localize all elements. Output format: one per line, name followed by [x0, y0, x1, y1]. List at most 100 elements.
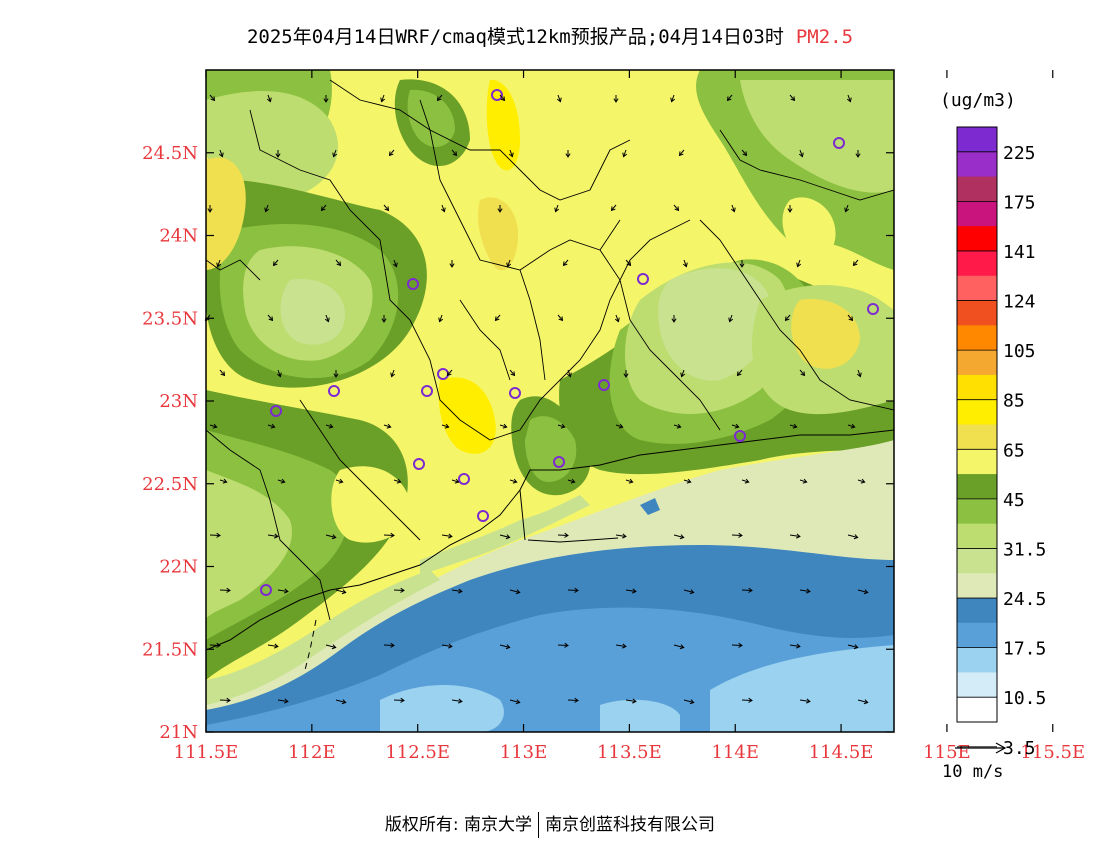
wind-arrow [673, 534, 685, 540]
wind-arrow [451, 478, 460, 484]
wind-arrow [796, 259, 802, 268]
wind-arrow [615, 643, 627, 649]
lon-label: 112.5E [385, 742, 450, 763]
wind-arrow [557, 642, 569, 648]
lat-label: 23.5N [142, 308, 198, 329]
wind-arrow [383, 642, 395, 648]
coastline [206, 429, 894, 651]
station-marker [260, 584, 272, 596]
colorbar-swatch [957, 424, 997, 450]
station-marker [509, 387, 521, 399]
wind-arrow [726, 94, 733, 102]
wind-arrow [267, 643, 279, 649]
wind-arrow [323, 95, 329, 103]
wind-arrow [852, 259, 859, 267]
wind-arrow [847, 534, 859, 540]
wind-arrow [219, 697, 231, 703]
wind-arrow [678, 149, 685, 157]
wind-arrow [383, 532, 395, 538]
colorbar-swatch [957, 672, 997, 698]
wind-arrow [736, 369, 743, 377]
wind-arrow [847, 644, 859, 650]
wind-arrow [393, 697, 405, 703]
wind-arrow [209, 642, 221, 648]
wind-arrow [335, 699, 347, 705]
footer-separator [538, 812, 540, 838]
lat-label: 24.5N [142, 143, 198, 164]
colorbar-swatch [957, 573, 997, 599]
lat-label: 21N [159, 722, 198, 743]
station-marker [491, 89, 503, 101]
colorbar-swatch [957, 250, 997, 277]
wind-arrow [625, 588, 637, 594]
wind-arrow [567, 587, 579, 593]
wind-arrow [497, 205, 503, 213]
wind-arrow [683, 478, 692, 484]
wind-arrow [207, 205, 213, 213]
wind-arrow [799, 698, 811, 704]
colorbar-label: 85 [1003, 391, 1025, 412]
wind-arrow [499, 94, 506, 102]
wind-arrow [741, 149, 748, 157]
wind-arrow [275, 150, 281, 158]
wind-arrow [799, 588, 811, 594]
wind-arrow [335, 478, 344, 484]
wind-arrow [739, 260, 745, 268]
wind-arrow [855, 150, 861, 158]
lat-label: 22N [159, 557, 198, 578]
wind-arrow [441, 643, 453, 649]
wind-arrow [449, 260, 455, 268]
wind-arrow [451, 698, 463, 704]
wind-arrow [682, 259, 688, 268]
colorbar-swatch [957, 226, 997, 252]
wind-arrow [325, 534, 337, 540]
colorbar-label: 175 [1003, 192, 1036, 213]
wind-arrow [267, 533, 279, 539]
station-marker [407, 278, 419, 290]
colorbar-swatch [957, 622, 997, 649]
colorbar-label: 31.5 [1003, 539, 1046, 560]
wind-arrow [731, 642, 743, 648]
wind-arrow [380, 94, 386, 103]
wind-arrow [856, 369, 862, 378]
wind-arrow [446, 369, 453, 377]
colorbar-swatch [957, 350, 997, 376]
lon-label: 115.5E [1020, 742, 1085, 763]
wind-arrow [219, 369, 226, 377]
wind-arrow [383, 423, 392, 429]
wind-arrow [216, 259, 222, 268]
wind-arrow [554, 204, 560, 213]
wind-arrow [277, 588, 289, 594]
lon-label: 111.5E [174, 742, 239, 763]
wind-arrow [266, 94, 272, 103]
wind-arrow [614, 314, 620, 323]
wind-arrow [441, 423, 450, 429]
colorbar-label: 45 [1003, 490, 1025, 511]
lon-label: 113E [500, 742, 548, 763]
wind-arrow [277, 478, 286, 484]
wind-arrow [381, 315, 387, 323]
colorbar-swatch [957, 498, 997, 525]
colorbar-label: 105 [1003, 341, 1036, 362]
colorbar-swatch [957, 374, 997, 401]
map-title: 2025年04月14日WRF/cmaq模式12km预报产品;04月14日03时 P… [0, 22, 1100, 49]
station-marker [421, 385, 433, 397]
wind-arrow [325, 423, 334, 429]
wind-arrow [844, 204, 850, 213]
wind-arrow [209, 423, 218, 429]
wind-arrow [789, 643, 801, 649]
wind-arrow [683, 589, 695, 595]
wind-reference-arrow [955, 742, 1007, 754]
wind-arrow [673, 204, 680, 212]
wind-arrow [683, 699, 695, 705]
monitoring-stations [260, 89, 879, 596]
lon-label: 115E [923, 742, 971, 763]
wind-arrow [499, 644, 511, 650]
wind-arrow [562, 259, 569, 267]
colorbar: 225 175 141 124 105 85 65 45 31.5 24.5 17.5 10.5 3.5 [956, 126, 1046, 759]
wind-arrow [392, 259, 398, 268]
wind-arrow [623, 370, 629, 378]
wind-arrow [494, 314, 501, 322]
wind-arrow [625, 478, 634, 484]
lat-label: 22.5N [142, 474, 198, 495]
